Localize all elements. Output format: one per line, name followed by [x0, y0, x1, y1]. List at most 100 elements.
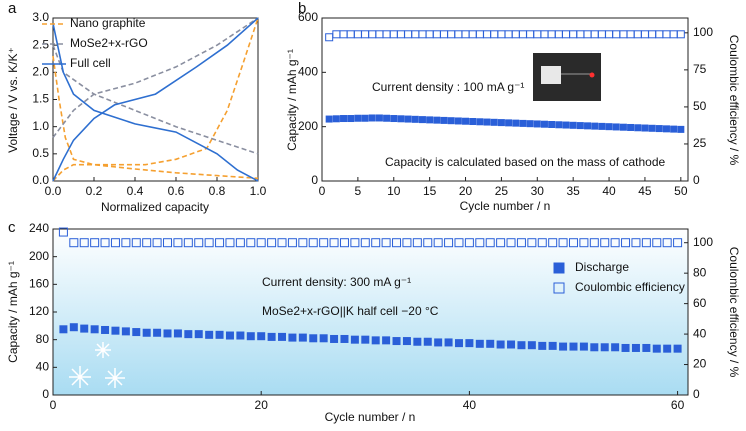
data-point	[464, 238, 474, 248]
data-point	[235, 238, 245, 248]
data-point	[350, 335, 359, 344]
data-point	[497, 30, 506, 39]
data-point	[485, 238, 495, 248]
data-point	[504, 30, 513, 39]
data-point	[194, 330, 203, 339]
data-point	[361, 30, 370, 39]
data-point	[361, 335, 370, 344]
y-tick-label: 0	[311, 173, 318, 187]
data-point	[648, 30, 657, 39]
data-point	[215, 238, 225, 248]
data-point	[538, 341, 547, 350]
data-point	[383, 114, 391, 122]
data-point	[555, 121, 563, 129]
x-tick-label: 60	[671, 398, 685, 412]
data-point	[69, 238, 79, 248]
data-point	[621, 238, 631, 248]
x-tick-label: 30	[531, 184, 545, 198]
data-point	[591, 122, 599, 130]
data-point	[483, 30, 492, 39]
data-point	[517, 341, 526, 350]
data-point	[612, 123, 620, 131]
y-tick-label: 0	[42, 387, 49, 401]
y-tick-label: 2.5	[32, 37, 49, 51]
data-point	[325, 115, 333, 123]
data-point	[267, 238, 277, 248]
data-point	[90, 325, 99, 334]
panel-label: b	[298, 0, 306, 17]
series-line	[52, 17, 259, 182]
data-point	[527, 238, 537, 248]
annotation: Current density: 300 mA g⁻¹	[262, 275, 411, 289]
x-axis-label: Normalized capacity	[101, 200, 209, 214]
data-point	[100, 238, 110, 248]
data-point	[548, 341, 557, 350]
data-point	[396, 30, 405, 39]
data-point	[507, 340, 516, 349]
data-point	[669, 30, 678, 39]
data-point	[412, 238, 422, 248]
data-point	[340, 115, 348, 123]
annotation: Capacity is calculated based on the mass…	[385, 155, 665, 169]
data-point	[433, 116, 441, 124]
data-point	[469, 118, 477, 126]
data-point	[404, 30, 413, 39]
data-point	[411, 115, 419, 123]
data-point	[418, 116, 426, 124]
data-point	[641, 238, 651, 248]
data-point	[90, 238, 100, 248]
data-point	[236, 331, 245, 340]
data-point	[339, 30, 348, 39]
data-point	[621, 343, 630, 352]
data-point	[418, 30, 427, 39]
panel-label: c	[8, 219, 16, 236]
data-point	[354, 114, 362, 122]
data-point	[676, 30, 685, 39]
legend-label: MoSe2+x-rGO	[70, 36, 148, 50]
y-tick-label: 120	[29, 304, 49, 318]
data-point	[225, 331, 234, 340]
data-point	[340, 334, 349, 343]
y-tick-label: 80	[36, 332, 50, 346]
data-point	[465, 339, 474, 348]
y-tick-label: 1.5	[32, 92, 49, 106]
data-point	[309, 334, 318, 343]
data-point	[389, 30, 398, 39]
data-point	[526, 30, 535, 39]
data-point	[319, 238, 329, 248]
data-point	[652, 344, 661, 353]
data-point	[652, 238, 662, 248]
data-point	[526, 120, 534, 128]
y-tick-label: 0.0	[32, 173, 49, 187]
x-tick-label: 1.0	[250, 184, 267, 198]
data-point	[79, 238, 89, 248]
data-point	[278, 332, 287, 341]
data-point	[404, 115, 412, 123]
data-point	[548, 238, 558, 248]
data-point	[131, 238, 141, 248]
data-point	[225, 238, 235, 248]
x-tick-label: 35	[566, 184, 580, 198]
data-point	[59, 325, 68, 334]
y-axis-label: Capacity / mAh g⁻¹	[6, 261, 20, 363]
data-point	[496, 238, 506, 248]
data-point	[569, 30, 578, 39]
data-point	[673, 238, 683, 248]
data-point	[497, 119, 505, 127]
data-point	[397, 115, 405, 123]
data-point	[330, 334, 339, 343]
data-point	[440, 30, 448, 39]
data-point	[433, 238, 443, 248]
data-point	[475, 238, 485, 248]
x-tick-label: 5	[355, 184, 362, 198]
data-point	[121, 327, 130, 336]
data-point	[402, 238, 412, 248]
data-point	[298, 333, 307, 342]
x-tick-label: 20	[459, 184, 473, 198]
data-point	[152, 238, 162, 248]
data-point	[584, 122, 592, 130]
data-point	[562, 121, 570, 129]
x-tick-label: 0.4	[127, 184, 144, 198]
x-tick-label: 10	[387, 184, 401, 198]
